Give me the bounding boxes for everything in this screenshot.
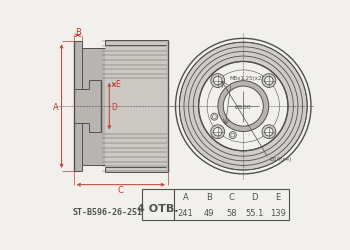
Text: Ø14(x4): Ø14(x4) [270, 156, 293, 161]
Circle shape [211, 125, 225, 139]
Text: D: D [252, 192, 258, 201]
Text: B: B [75, 28, 80, 37]
Text: D: D [111, 102, 117, 111]
Circle shape [214, 128, 222, 136]
Text: C: C [118, 185, 124, 194]
Polygon shape [105, 41, 168, 173]
Text: B: B [206, 192, 211, 201]
Text: A: A [183, 192, 188, 201]
Text: A: A [53, 102, 59, 111]
Text: E: E [275, 192, 281, 201]
Text: 58: 58 [226, 208, 237, 217]
Text: 241: 241 [178, 208, 194, 217]
Text: E: E [116, 79, 120, 88]
Circle shape [265, 128, 273, 136]
Circle shape [265, 77, 273, 86]
Circle shape [198, 62, 288, 151]
Bar [142, 189, 174, 220]
Polygon shape [74, 42, 105, 171]
Text: M8x1.25(x2): M8x1.25(x2) [230, 76, 264, 81]
Text: ST-B596-26-251: ST-B596-26-251 [73, 207, 143, 216]
Circle shape [218, 82, 269, 132]
Text: 139: 139 [270, 208, 286, 217]
Circle shape [211, 114, 218, 121]
Circle shape [214, 77, 222, 86]
Text: 4 ОТВ.: 4 ОТВ. [137, 203, 178, 213]
Text: 49: 49 [203, 208, 214, 217]
Text: C: C [229, 192, 234, 201]
Circle shape [229, 132, 236, 139]
Circle shape [179, 43, 307, 170]
Circle shape [223, 87, 263, 127]
Text: 55.1: 55.1 [246, 208, 264, 217]
Circle shape [262, 125, 276, 139]
Text: Ø100: Ø100 [235, 104, 251, 109]
Circle shape [262, 74, 276, 88]
Circle shape [211, 74, 225, 88]
Bar [174, 189, 289, 220]
